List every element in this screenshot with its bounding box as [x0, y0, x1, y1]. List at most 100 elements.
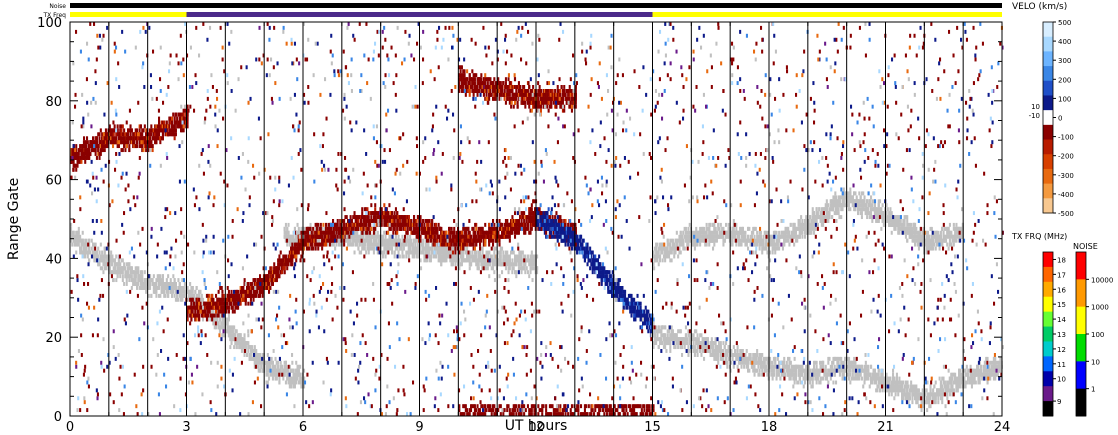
scatter-cell-2778: [220, 309, 223, 314]
scatter-cell-2322: [488, 250, 491, 255]
scatter-cell-2717: [212, 313, 215, 318]
scatter-cell-4124: [429, 238, 432, 243]
scatter-cell-2030: [437, 254, 440, 259]
scatter-cell-289: [124, 266, 127, 271]
scatter-cell-1681: [369, 234, 372, 239]
scatter-cell-1727: [378, 242, 381, 247]
scatter-cell-1911: [413, 238, 416, 243]
scatter-cell-1668: [367, 230, 370, 235]
scatter-cell-1082: [275, 360, 278, 365]
scatter-cell-225: [112, 270, 115, 275]
scatter-cell-3369: [310, 230, 313, 235]
scatter-cell-1480: [331, 242, 334, 247]
scatter-cell-4423: [475, 242, 478, 247]
scatter-cell-2046: [438, 254, 441, 259]
scatter-cell-2468: [520, 258, 523, 263]
scatter-cell-207: [108, 266, 111, 271]
scatter-cell-263: [119, 270, 122, 275]
scatter-cell-2967: [249, 297, 252, 302]
scatter-cell-2724: [212, 297, 215, 302]
scatter-cell-2360: [497, 258, 500, 263]
scatter-cell-2894: [238, 293, 241, 298]
scatter-cell-659: [195, 286, 198, 290]
scatter-cell-3053: [261, 289, 264, 294]
scatter-cell-2538: [536, 270, 539, 275]
scatter-cell-4158: [433, 234, 436, 239]
scatter-cell-2492: [525, 266, 528, 271]
scatter-cell-2673: [205, 293, 208, 298]
scatter-cell-1591: [353, 250, 356, 255]
scatter-cell-1578: [350, 234, 353, 239]
scatter-cell-521: [171, 282, 174, 286]
scatter-cell-1653: [363, 226, 366, 231]
scatter-cell-609: [187, 297, 190, 302]
scatter-cell-3336: [305, 230, 308, 235]
scatter-cell-84: [84, 242, 87, 247]
scatter-cell-952: [253, 345, 256, 350]
scatter-cell-2029: [437, 258, 440, 263]
scatter-cell-3483: [328, 242, 331, 247]
scatter-cell-3193: [282, 266, 285, 271]
scatter-cell-835: [230, 341, 233, 346]
scatter-cell-466: [160, 282, 163, 286]
scatter-cell-1058: [271, 376, 274, 381]
scatter-cell-2086: [445, 250, 448, 255]
scatter-cell-3896: [393, 219, 396, 223]
scatter-cell-2171: [459, 250, 462, 255]
scatter-cell-3537: [336, 234, 339, 239]
scatter-cell-714: [207, 317, 210, 322]
scatter-cell-1633: [361, 242, 364, 247]
scatter-cell-87: [85, 246, 88, 251]
scatter-cell-2178: [460, 250, 463, 255]
scatter-cell-591: [182, 289, 185, 294]
scatter-cell-3297: [300, 246, 303, 251]
scatter-cell-3377: [312, 238, 315, 243]
scatter-cell-4286: [454, 246, 457, 251]
scatter-cell-1785: [389, 246, 392, 251]
scatter-cell-1806: [393, 254, 396, 259]
scatter-cell-46: [77, 234, 80, 239]
scatter-cell-1972: [426, 258, 429, 263]
scatter-cell-682: [200, 301, 203, 306]
scatter-cell-2336: [492, 262, 495, 267]
scatter-cell-3521: [334, 234, 337, 239]
scatter-cell-1925: [416, 238, 419, 243]
scatter-cell-416: [149, 278, 152, 283]
scatter-cell-549: [174, 286, 177, 290]
scatter-cell-817: [226, 325, 229, 330]
scatter-cell-548: [174, 297, 177, 302]
scatter-cell-1728: [378, 234, 381, 239]
scatter-cell-1943: [419, 242, 422, 247]
scatter-cell-862: [235, 329, 238, 334]
scatter-cell-2415: [508, 258, 511, 263]
scatter-cell-4108: [427, 238, 430, 243]
scatter-cell-3881: [391, 211, 394, 216]
scatter-cell-2919: [242, 293, 245, 298]
scatter-cell-495: [165, 278, 168, 283]
scatter-cell-127: [93, 258, 96, 263]
scatter-cell-1705: [372, 238, 375, 243]
scatter-cell-1616: [358, 234, 361, 239]
scatter-cell-113: [90, 238, 93, 243]
scatter-cell-459: [159, 274, 162, 279]
scatter-cell-3007: [255, 289, 258, 294]
scatter-cell-2222: [470, 262, 473, 267]
scatter-cell-2344: [493, 258, 496, 263]
scatter-cell-2097: [448, 250, 451, 255]
scatter-cell-417: [149, 282, 152, 286]
scatter-cell-519: [171, 289, 174, 294]
scatter-cell-585: [181, 293, 184, 298]
scatter-cell-2423: [511, 262, 514, 267]
scatter-cell-3398: [314, 238, 317, 243]
scatter-cell-1738: [380, 238, 383, 243]
scatter-cell-1444: [326, 242, 329, 247]
scatter-cell-1992: [428, 254, 431, 259]
scatter-cell-1798: [391, 250, 394, 255]
scatter-cell-1358: [309, 246, 312, 251]
scatter-cell-2876: [237, 289, 240, 294]
scatter-cell-3433: [319, 230, 322, 235]
scatter-cell-2063: [441, 258, 444, 263]
scatter-cell-1774: [387, 242, 390, 247]
scatter-cell-1882: [409, 250, 412, 255]
scatter-cell-2675: [205, 301, 208, 306]
